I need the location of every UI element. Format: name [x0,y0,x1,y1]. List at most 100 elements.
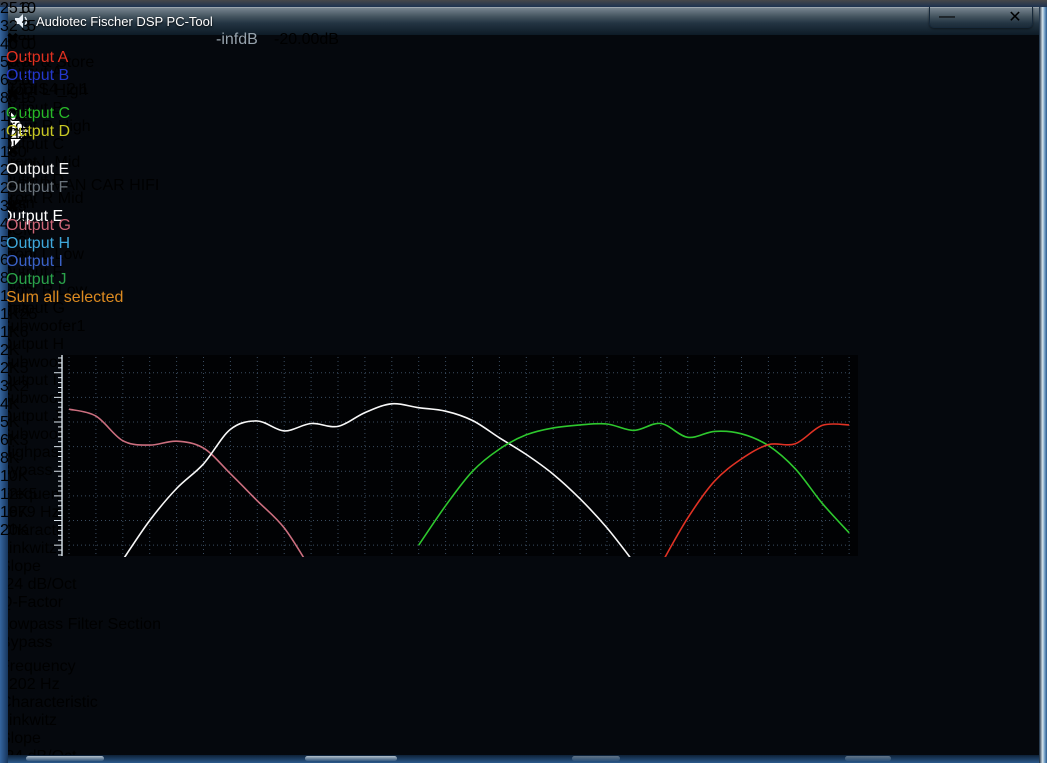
eq-y-tick-label: 3 [21,18,30,35]
window-border-top [0,0,1047,7]
graph-x-tick-label: 125 [0,126,27,143]
channel-select-button[interactable]: Front L Low [0,246,84,263]
fine-eq-track[interactable] [0,118,1047,236]
output-label-row: Output J [0,408,1047,426]
filter-row: Frequency 1202 Hz [0,658,338,694]
legend-checkbox[interactable]: ✖ [6,199,20,216]
graph-x-tick-label: 6K3 [0,432,29,449]
filter-row-label: Slope [0,730,41,747]
graph-x-tick-label: 800 [0,270,27,287]
legend-label: Output B [6,67,70,84]
graph-x-tick-label: 315 [0,198,27,215]
response-plot [54,355,858,557]
channel-select-button[interactable]: Front R Mid [0,190,84,207]
channel-select-button[interactable]: Front R Low [0,282,88,299]
output-tab-label: Output I [0,372,57,389]
legend-item: Output B [6,67,123,85]
graph-y-tick-label: -10 [12,72,36,89]
graph-x-tick-label: 4K [0,396,20,413]
output-tab-label: Output F [0,264,63,281]
channel-select-button[interactable]: Front L Mid [0,154,81,171]
legend-item: ✖ Output A [6,29,123,67]
gain-level-value: -20.00dB [274,31,339,48]
window-title: Audiotec Fischer DSP PC-Tool [36,13,213,29]
fine-eq-track[interactable] [0,236,1047,354]
window-border-right [1039,7,1047,763]
nav-time-button[interactable]: Time [0,276,35,293]
setup-name-field[interactable]: AUDIS4_2 1 [0,81,162,108]
lowpass-bypass-button[interactable]: Bypass [0,634,53,651]
graph-x-tick-label: 32 [0,18,18,35]
eq-y-tick-label: 0 [21,36,30,53]
graph-y-tick-label: 5 [27,18,36,35]
channel-select-button[interactable]: Front L High [0,82,88,99]
graph-x-tick-label: 8K [0,450,20,467]
legend-checkbox[interactable]: ✖ [6,87,20,104]
response-curve [664,423,850,557]
graph-x-tick-label: 16K [0,504,29,521]
channel-select-button[interactable]: Subwoofer1 [0,318,86,335]
graph-x-tick-label: 2K5 [0,360,29,377]
value-box: Linkwitz [0,712,57,729]
graph-x-tick-label: 400 [0,216,27,233]
output-label-row: Output F [0,264,1047,282]
legend-label: Output A [6,49,69,66]
legend-label: Output H [6,235,71,252]
graph-x-tick-label: 1K25 [0,306,38,323]
filter-row-label: Slope [0,558,41,575]
nav-dcm-button[interactable]: DCM [0,222,37,239]
output-label-row: Output B [0,100,1047,118]
close-button[interactable]: ✕ [998,7,1032,27]
legend-item: ✖ Output C [6,85,123,123]
response-curve [123,402,631,557]
legend-checkbox[interactable]: ✖ [6,31,20,48]
legend-checkbox[interactable]: ✖ [6,143,20,160]
graph-x-tick-label: 630 [0,252,27,269]
output-label-row: Output C [0,136,1047,154]
output-label-row: Output H [0,336,1047,354]
value-box: 1202 Hz [0,676,60,693]
filter-row: Frequency 9979 Hz [0,486,338,522]
graph-x-tick-label: 63 [0,72,18,89]
highpass-bypass-button[interactable]: Bypass [0,462,53,479]
legend-item: Output J [6,271,123,289]
minimize-icon: — [939,8,955,25]
window-bottom-glare [845,756,891,761]
legend-label: Output D [6,123,71,140]
fine-eq-track[interactable] [0,0,1047,118]
legend-label: Output G [6,217,71,234]
minimize-button[interactable]: — [930,7,964,27]
output-tab-label: Output J [0,408,61,425]
graph-y-tick-label: -20 [12,108,36,125]
legend-item: Output D [6,123,123,141]
filter-row-label: Characteristic [0,694,98,711]
legend-item: Output H [6,235,123,253]
legend-item: ✖ Output E [6,141,123,179]
graph-x-tick-label: 500 [0,234,27,251]
save-store-button[interactable]: Save & Store [0,54,104,81]
setup-number-value: 1 [80,81,89,98]
legend-label: Output C [6,105,71,122]
nav-main-button[interactable]: Main [0,195,35,212]
output-column: Output C Front L Mid [0,136,1047,172]
filter-row: Slope-24 dB/Oct [0,558,338,594]
output-column: Output D Front R Mid [0,172,1047,208]
eq-y-tick-label: -6 [15,72,30,89]
value-box: Linkwitz [0,540,57,557]
legend-label: Output E [6,161,70,178]
output-tab-label: Output B [0,100,64,117]
legend-item: Output I [6,253,123,271]
output-tab-label: Output D [0,172,65,189]
filter-row-label: Frequency [0,486,76,503]
legend-label: Output F [6,179,69,196]
titlebar[interactable]: Audiotec Fischer DSP PC-Tool — ✕ [8,7,1039,35]
lowpass-title: Lowpass Filter Section [0,616,161,633]
graph-x-tick-label: 3K2 [0,378,29,395]
graph-y-tick-label: -15 [12,90,36,107]
graph-x-tick-label: 80 [0,90,18,107]
filter-row-label: Q-Factor [0,594,64,611]
